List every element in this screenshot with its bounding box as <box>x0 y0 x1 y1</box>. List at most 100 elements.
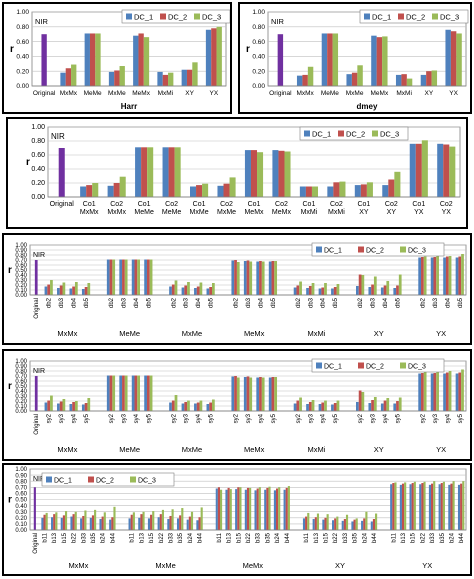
legend-label: DC_1 <box>324 248 342 255</box>
bar-dc2 <box>150 514 153 530</box>
bar-dc3 <box>423 256 427 295</box>
x-tick-label: db5 <box>209 297 215 308</box>
bar-dc1 <box>235 489 238 530</box>
x-tick-label: sy2 <box>171 413 177 423</box>
bar-dc3 <box>355 518 358 530</box>
bar-dc2 <box>217 487 220 530</box>
bar-dc1 <box>57 403 60 411</box>
x-tick-label: MxMi <box>328 209 345 216</box>
legend-swatch <box>432 13 438 20</box>
x-tick-label: b11 <box>217 532 223 542</box>
x-tick-label: db5 <box>395 297 401 308</box>
y-tick-label: 0.40 <box>15 504 27 510</box>
bar-dc1 <box>254 490 257 530</box>
bar-dc2 <box>246 376 250 411</box>
bar-dc2 <box>146 259 150 295</box>
x-tick-label: Co2 <box>165 201 178 208</box>
bar-dc1 <box>283 489 286 530</box>
legend-swatch <box>364 13 370 20</box>
y-tick-label: 0.60 <box>252 39 265 46</box>
bar-dc2 <box>421 483 424 530</box>
bar-dc2 <box>445 372 449 411</box>
chart-panel-daubechies: 0.00 0.10 0.20 0.30 0.40 0.50 0.60 0.70 0.80 0.90… <box>2 233 472 345</box>
bar-dc3 <box>229 489 232 530</box>
bar-dc3 <box>132 512 135 530</box>
bar-dc3 <box>449 146 456 197</box>
y-tick-label: 0.10 <box>15 404 27 410</box>
y-tick-label: 0.00 <box>31 194 45 201</box>
x-tick-label: b22 <box>159 532 165 543</box>
bar-dc3 <box>452 481 455 530</box>
bar-dc3 <box>361 392 365 411</box>
bar-dc2 <box>314 517 317 530</box>
x-tick-label: sy2 <box>420 413 426 423</box>
x-tick-label: YX <box>414 209 424 216</box>
x-tick-label: b24 <box>449 532 455 543</box>
x-tick-label: b24 <box>188 532 194 543</box>
bar-dc2 <box>186 69 193 86</box>
bar-dc3 <box>442 481 445 530</box>
bar-dc3 <box>261 377 265 411</box>
bar-dc2 <box>305 516 308 530</box>
x-tick-label: Original <box>269 90 292 97</box>
bar-dc1 <box>215 488 218 530</box>
x-tick-label: b13 <box>314 532 320 543</box>
bar-dc3 <box>287 486 290 530</box>
bar-dc1 <box>167 519 170 530</box>
bar-dc1 <box>418 257 422 295</box>
bar-dc2 <box>415 143 422 197</box>
x-group-label: MxMi <box>308 329 326 338</box>
x-tick-label: Co2 <box>110 201 123 208</box>
bar-dc3 <box>149 375 153 411</box>
bar-dc1 <box>419 484 422 530</box>
bar-dc1 <box>119 259 123 295</box>
x-tick-label: db2 <box>47 297 53 308</box>
bar-dc2 <box>198 517 201 530</box>
x-group-label: MeMx <box>244 445 265 454</box>
x-tick-label: sy3 <box>371 413 377 423</box>
bar-dc3 <box>87 283 91 295</box>
x-tick-label: sy2 <box>296 413 302 423</box>
bar-dc3 <box>433 481 436 530</box>
bar-dc3 <box>324 400 327 411</box>
x-tick-label: b44 <box>285 532 291 543</box>
x-tick-label: sy4 <box>321 413 327 423</box>
x-tick-label: b35 <box>440 532 446 543</box>
bar-dc1 <box>322 519 325 530</box>
y-tick-label: 0.20 <box>15 283 27 289</box>
x-tick-label: b11 <box>130 532 136 542</box>
legend-swatch <box>316 246 322 253</box>
x-tick-label: sy4 <box>134 413 140 423</box>
bar-dc1 <box>44 286 48 295</box>
bar-dc3 <box>103 512 106 530</box>
x-tick-label: sy3 <box>184 413 190 423</box>
x-axis-label: dmey <box>357 102 378 111</box>
legend-label: DC_2 <box>96 478 114 485</box>
x-tick-label: db3 <box>371 297 377 308</box>
bar-dc2 <box>179 515 182 530</box>
bar-dc3 <box>398 274 402 295</box>
x-tick-label: db3 <box>121 297 127 308</box>
bar-dc3 <box>211 283 215 295</box>
x-tick-label: Co1 <box>193 201 206 208</box>
x-tick-label: Co1 <box>138 201 151 208</box>
bar-dc3 <box>366 182 373 197</box>
legend-label: DC_2 <box>366 248 384 255</box>
x-tick-label: b11 <box>43 532 49 542</box>
y-tick-label: 0.50 <box>15 268 27 274</box>
bar-dc3 <box>299 281 302 295</box>
x-tick-label: Co2 <box>220 201 233 208</box>
bar-original <box>58 148 65 197</box>
bar-dc1 <box>399 484 402 530</box>
chart-svg-daubechies: 0.000.100.200.300.400.500.600.700.800.90… <box>8 242 467 338</box>
legend-label: DC_3 <box>138 478 156 485</box>
x-tick-label: YX <box>210 90 219 97</box>
x-tick-label: MxMe <box>346 90 364 97</box>
bar-dc2 <box>433 257 437 295</box>
legend-swatch <box>88 476 94 483</box>
y-axis-label: r <box>8 381 12 392</box>
legend-label: DC_1 <box>312 130 331 139</box>
y-tick-label: 0.70 <box>15 374 27 380</box>
bar-dc2 <box>308 286 312 295</box>
bar-dc3 <box>190 511 194 530</box>
